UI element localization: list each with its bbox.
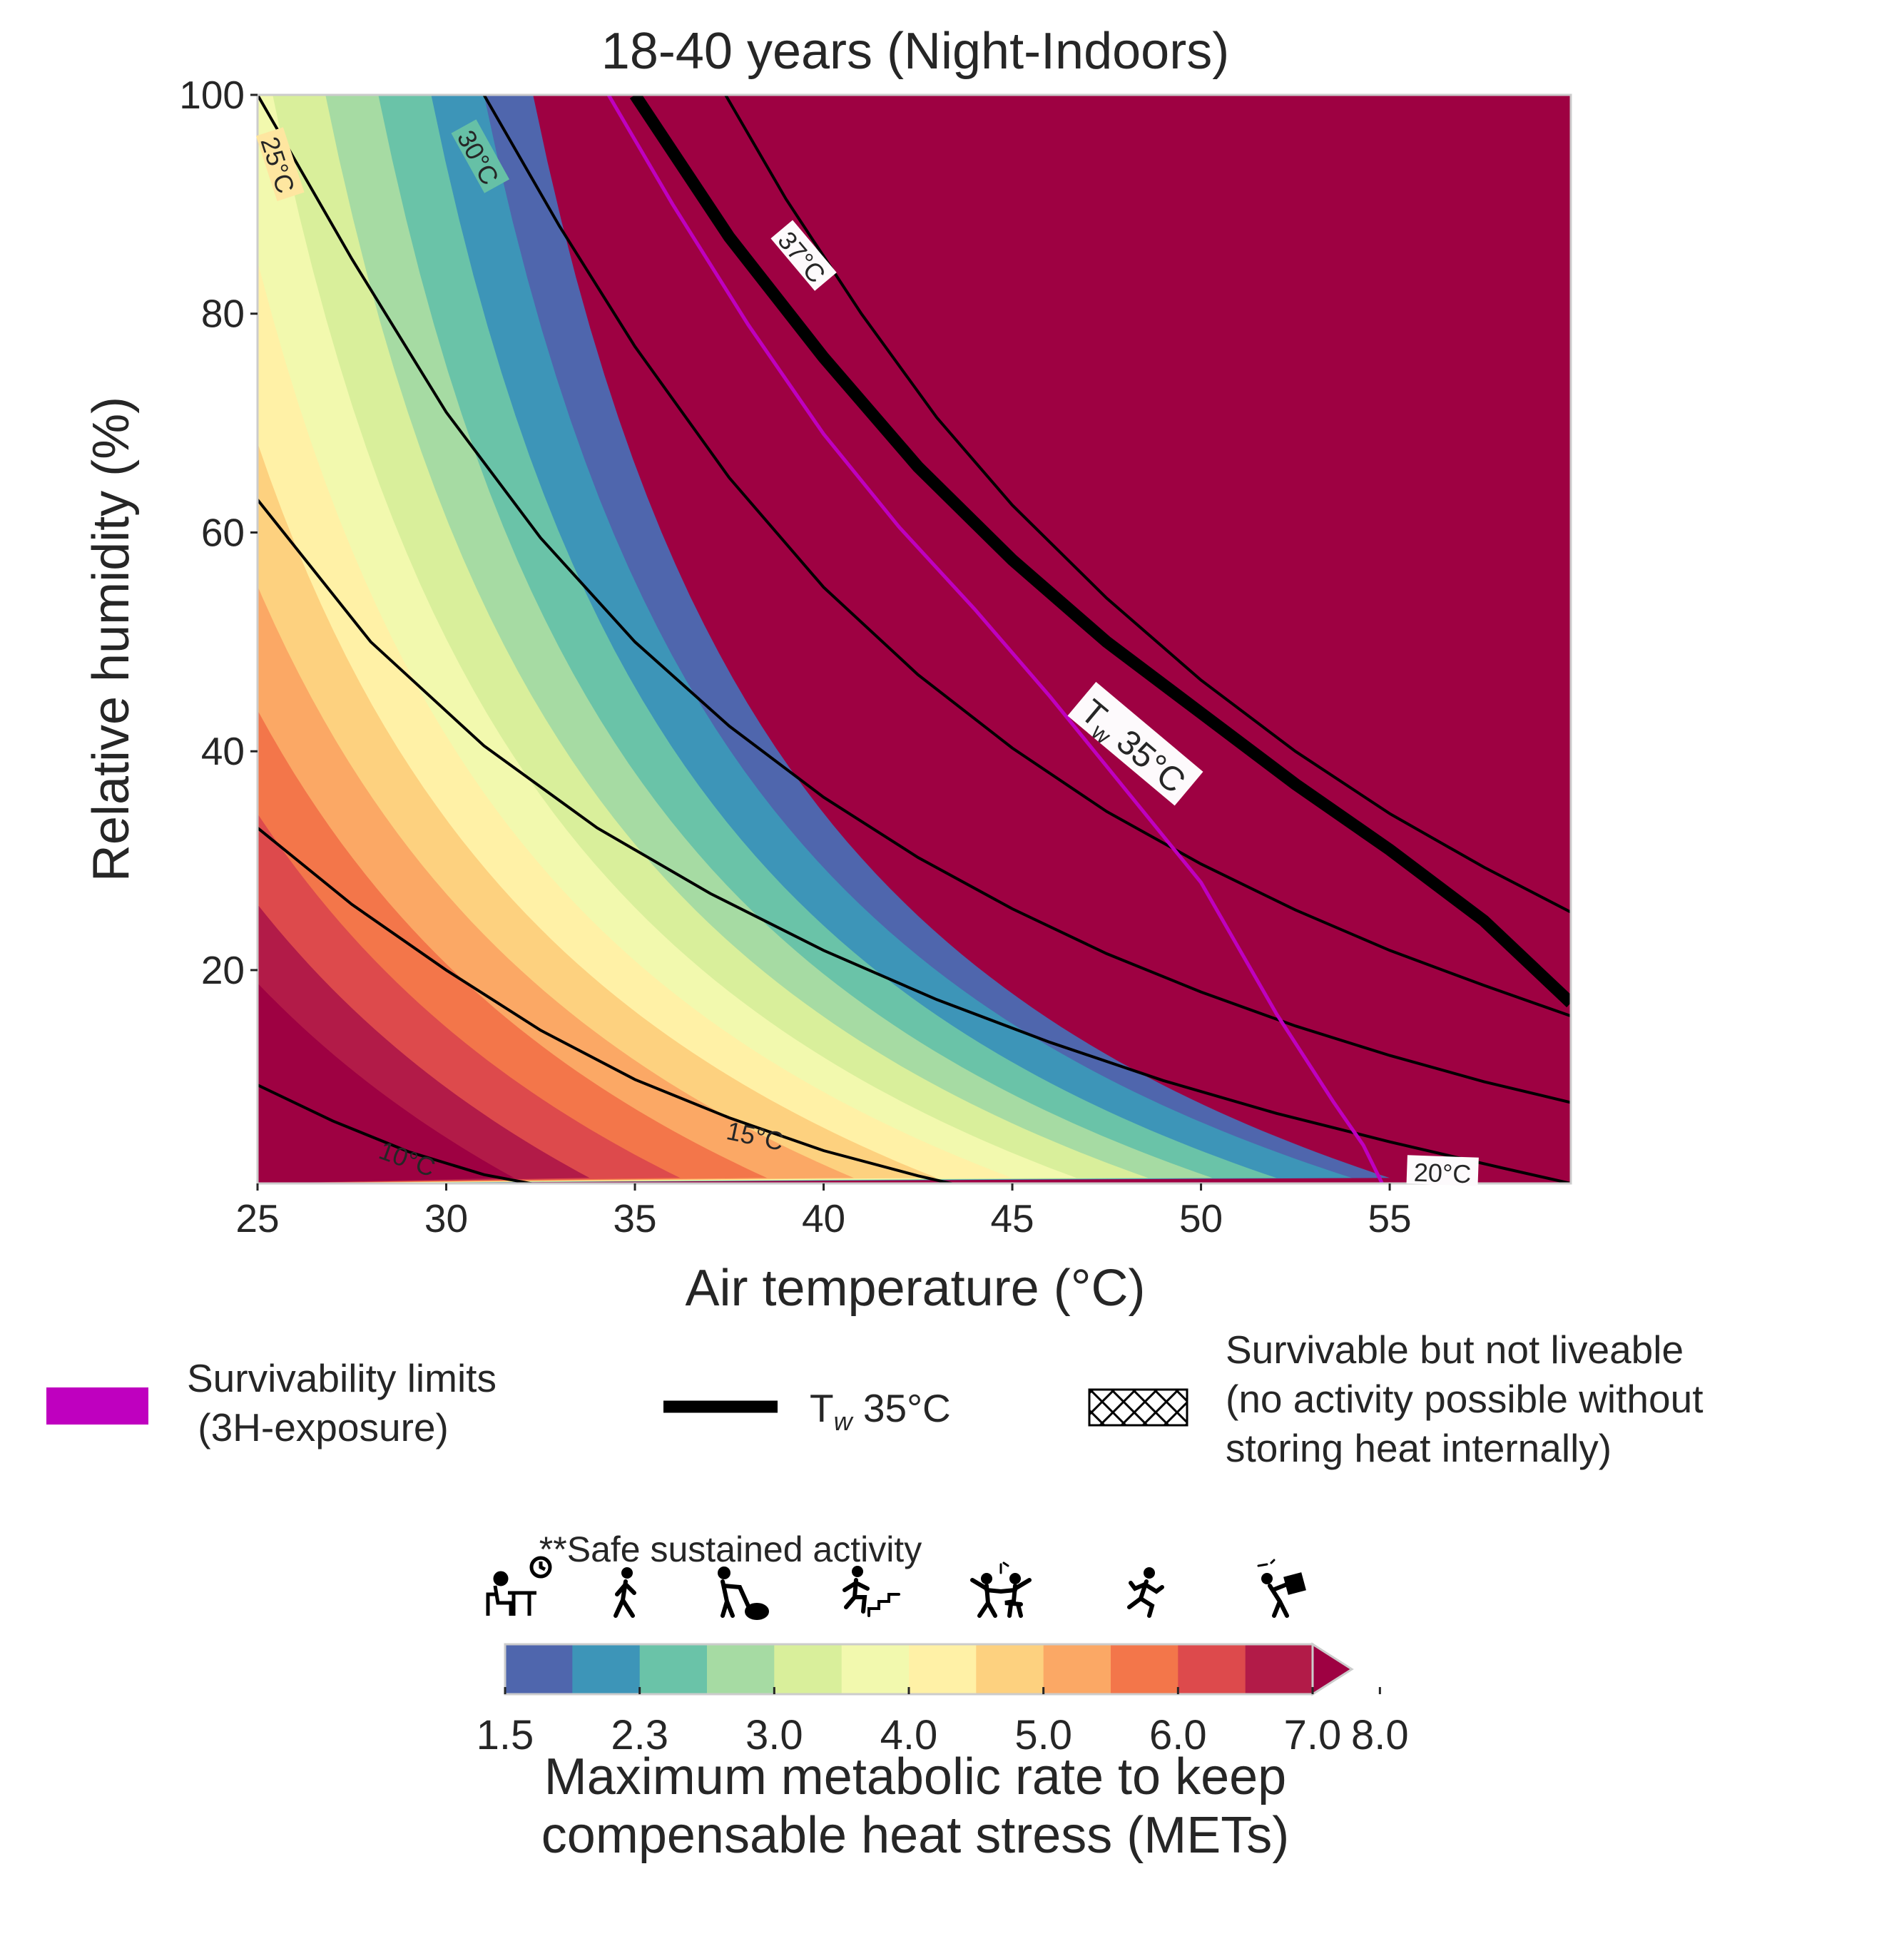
- colorbar-tick-label: 4.0: [880, 1712, 938, 1758]
- colorbar-tick-label: 7.0: [1284, 1712, 1342, 1758]
- legend-hatched-swatch: [1088, 1388, 1188, 1427]
- colorbar-tick-label: 8.0: [1351, 1712, 1409, 1758]
- colorbar-segment: [572, 1644, 641, 1694]
- colorbar-tick-label: 1.5: [477, 1712, 534, 1758]
- colorbar-tick-label: 2.3: [611, 1712, 668, 1758]
- isotherm-10°C: [258, 1084, 539, 1183]
- colorbar-segment: [505, 1644, 574, 1694]
- band-5.5: [258, 95, 768, 1183]
- colorbar-segment: [1178, 1644, 1246, 1694]
- band-7: [258, 95, 514, 1183]
- isotherm-25°C: [258, 95, 1571, 1104]
- plot-frame: [256, 93, 1572, 1185]
- band-5: [258, 95, 854, 1183]
- isotherm-lines: [258, 95, 1571, 1183]
- x-tick-label: 30: [424, 1196, 468, 1240]
- colorbar-tick-label: 5.0: [1014, 1712, 1072, 1758]
- x-tick-label: 25: [235, 1196, 279, 1240]
- colorbar-label-line2: compensable heat stress (METs): [541, 1807, 1289, 1864]
- colorbar-segment: [1245, 1644, 1313, 1694]
- cleaning-person-icon: [718, 1566, 769, 1620]
- colorbar-segment: [1043, 1644, 1111, 1694]
- legend-tw-label: Tw 35°C: [810, 1386, 951, 1436]
- x-tick-label: 45: [990, 1196, 1034, 1240]
- colorbar-extend-arrow: [1311, 1642, 1354, 1696]
- stair-climbing-icon: [842, 1566, 900, 1617]
- running-person-icon: [1127, 1567, 1164, 1618]
- legend-hatched-label: Survivable but not liveable (no activity…: [1226, 1328, 1704, 1470]
- x-tick-label: 55: [1368, 1196, 1411, 1240]
- metabolic-rate-bands: [258, 95, 1571, 1183]
- limit-lines: [606, 95, 1571, 1183]
- legend: [46, 1387, 1188, 1427]
- colorbar-tick-label: 3.0: [745, 1712, 803, 1758]
- colorbar-header: **Safe sustained activity: [539, 1529, 922, 1569]
- isotherm-15°C: [258, 827, 957, 1183]
- y-tick-label: 20: [201, 948, 245, 992]
- survivability-limit-line: [606, 95, 1384, 1183]
- y-tick-label: 100: [179, 73, 245, 117]
- y-tick-label: 40: [201, 729, 245, 773]
- desk-worker-icon: [486, 1556, 552, 1616]
- y-tick-label: 80: [201, 292, 245, 336]
- colorbar-segment: [841, 1644, 910, 1694]
- x-tick-label: 40: [802, 1196, 845, 1240]
- x-axis-label: Air temperature (°C): [686, 1260, 1146, 1317]
- legend-survivability-label: Survivability limits (3H-exposure): [187, 1356, 497, 1450]
- walking-person-icon: [614, 1567, 636, 1618]
- dancing-people-icon: [970, 1561, 1032, 1618]
- carrying-load-icon: [1257, 1559, 1306, 1618]
- colorbar-tick-label: 6.0: [1149, 1712, 1207, 1758]
- colorbar-segment: [1111, 1644, 1179, 1694]
- colorbar: 1.5 2.3 3.0 4.0 5.0 6.0 7.0 8.0 **Safe sustaine…: [477, 1529, 1409, 1864]
- y-axis-label: Relative humidity (%): [83, 397, 140, 882]
- colorbar-segment: [774, 1644, 842, 1694]
- colorbar-segment: [909, 1644, 977, 1694]
- isotherm-37°C: [724, 95, 1571, 914]
- chart-title: 18-40 years (Night-Indoors): [601, 23, 1229, 80]
- isotherm-30°C: [482, 95, 1571, 1018]
- colorbar-label-line1: Maximum metabolic rate to keep: [544, 1748, 1286, 1805]
- isotherm-20°C: [258, 499, 1571, 1183]
- contour-labels: 25°C 30°C 37°C 10°C 15°C 20°C Tw 35°C: [255, 119, 1479, 1189]
- x-axis-ticks: 25 30 35 40 45 50 55: [235, 1183, 1412, 1240]
- tw35-line: [629, 95, 1571, 1008]
- colorbar-segment: [639, 1644, 708, 1694]
- y-axis-ticks: 20 40 60 80 100: [179, 73, 258, 992]
- contour-label-20c: 20°C: [1413, 1158, 1472, 1189]
- legend-survivability-swatch: [46, 1387, 148, 1425]
- x-tick-label: 50: [1179, 1196, 1223, 1240]
- colorbar-segment: [707, 1644, 775, 1694]
- y-tick-label: 60: [201, 510, 245, 554]
- colorbar-segment: [976, 1644, 1044, 1694]
- x-tick-label: 35: [613, 1196, 656, 1240]
